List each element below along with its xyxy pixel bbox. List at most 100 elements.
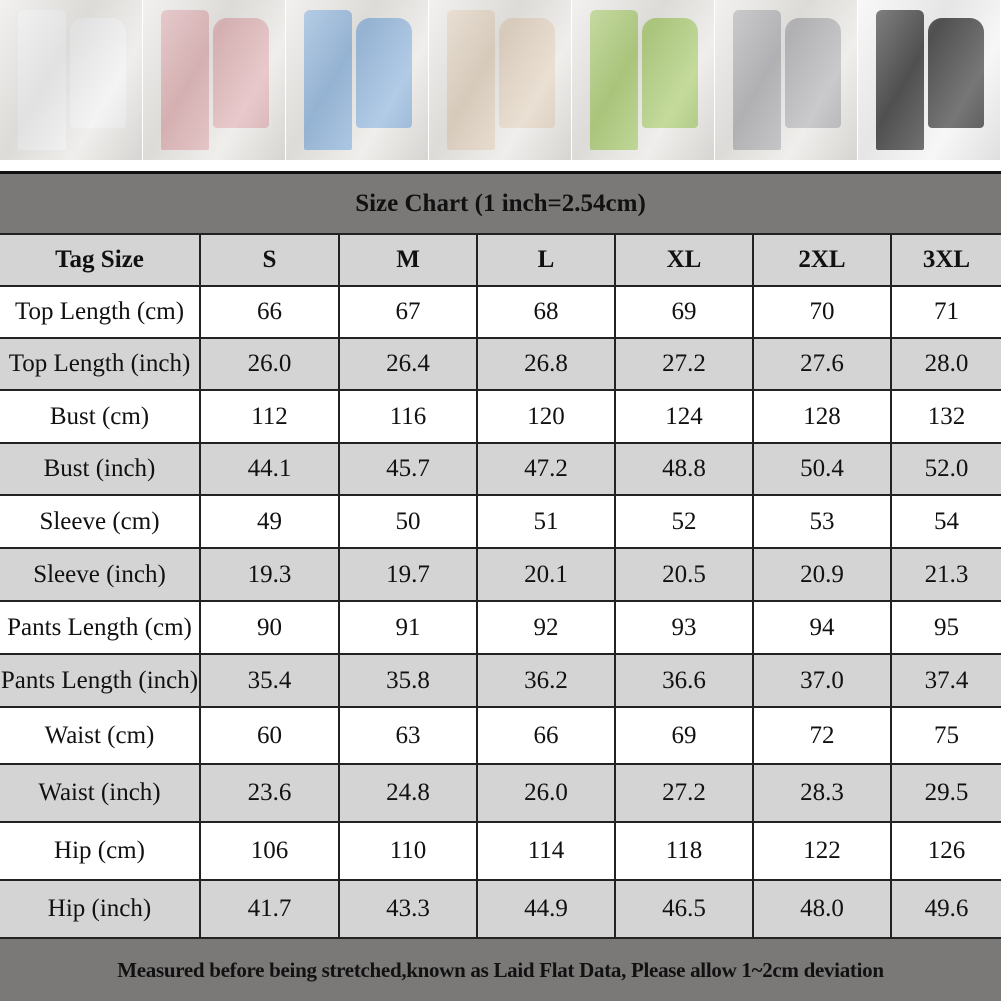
- size-chart-table: Tag Size S M L XL 2XL 3XL Top Length (cm) 66 67 68…: [0, 233, 1001, 939]
- size-value: 60: [199, 706, 340, 765]
- size-value: 49: [199, 494, 340, 549]
- size-value: L: [476, 233, 616, 287]
- size-value: 94: [752, 600, 892, 655]
- size-value: 21.3: [890, 547, 1001, 602]
- measurement-note: Measured before being stretched,known as…: [0, 939, 1001, 1001]
- size-value: 19.3: [199, 547, 340, 602]
- size-value: 36.6: [614, 653, 754, 708]
- product-photo-blue: [286, 0, 429, 160]
- size-value: 43.3: [338, 879, 478, 939]
- product-photo-beige: [429, 0, 572, 160]
- size-value: 126: [890, 821, 1001, 881]
- size-value: 19.7: [338, 547, 478, 602]
- row-label: Bust (inch): [0, 442, 201, 496]
- table-row: Waist (inch) 23.6 24.8 26.0 27.2 28.3 29.5: [0, 763, 1001, 823]
- size-value: 90: [199, 600, 340, 655]
- size-value: 51: [476, 494, 616, 549]
- light-shadow: [429, 0, 571, 160]
- size-value: 35.8: [338, 653, 478, 708]
- size-value: 46.5: [614, 879, 754, 939]
- size-value: 50: [338, 494, 478, 549]
- size-value: 120: [476, 389, 616, 444]
- size-value: 128: [752, 389, 892, 444]
- table-row: Pants Length (inch) 35.4 35.8 36.2 36.6 37.0 3…: [0, 653, 1001, 708]
- size-value: 92: [476, 600, 616, 655]
- size-value: 20.5: [614, 547, 754, 602]
- table-row: Sleeve (cm) 49 50 51 52 53 54: [0, 494, 1001, 549]
- product-photo-gray: [715, 0, 858, 160]
- row-label: Hip (inch): [0, 879, 201, 939]
- size-value: 26.8: [476, 337, 616, 391]
- row-label: Pants Length (inch): [0, 653, 201, 708]
- size-value: 71: [890, 285, 1001, 339]
- size-value: 37.0: [752, 653, 892, 708]
- size-value: 20.1: [476, 547, 616, 602]
- size-chart-title: Size Chart (1 inch=2.54cm): [0, 174, 1001, 233]
- row-label: Pants Length (cm): [0, 600, 201, 655]
- size-value: 28.0: [890, 337, 1001, 391]
- size-value: 44.1: [199, 442, 340, 496]
- divider: [0, 171, 1001, 174]
- product-photo-pink: [143, 0, 286, 160]
- size-value: 69: [614, 285, 754, 339]
- size-value: M: [338, 233, 478, 287]
- row-label: Top Length (cm): [0, 285, 201, 339]
- size-value: 47.2: [476, 442, 616, 496]
- size-value: 20.9: [752, 547, 892, 602]
- row-label: Bust (cm): [0, 389, 201, 444]
- row-label: Top Length (inch): [0, 337, 201, 391]
- table-row: Bust (inch) 44.1 45.7 47.2 48.8 50.4 52.0: [0, 442, 1001, 496]
- size-value: 69: [614, 706, 754, 765]
- size-value: 132: [890, 389, 1001, 444]
- product-photo-white: [0, 0, 143, 160]
- size-value: 37.4: [890, 653, 1001, 708]
- size-value: 26.0: [199, 337, 340, 391]
- size-value: 44.9: [476, 879, 616, 939]
- size-value: 49.6: [890, 879, 1001, 939]
- size-value: XL: [614, 233, 754, 287]
- size-value: 91: [338, 600, 478, 655]
- size-value: 66: [199, 285, 340, 339]
- row-label: Waist (cm): [0, 706, 201, 765]
- size-value: 48.0: [752, 879, 892, 939]
- size-value: 116: [338, 389, 478, 444]
- size-value: 110: [338, 821, 478, 881]
- product-photo-black: [858, 0, 1001, 160]
- size-value: 54: [890, 494, 1001, 549]
- size-value: 29.5: [890, 763, 1001, 823]
- table-row: Bust (cm) 112 116 120 124 128 132: [0, 389, 1001, 444]
- size-value: 27.6: [752, 337, 892, 391]
- light-shadow: [572, 0, 714, 160]
- size-value: 67: [338, 285, 478, 339]
- size-value: 27.2: [614, 763, 754, 823]
- size-value: 75: [890, 706, 1001, 765]
- table-row: Hip (cm) 106 110 114 118 122 126: [0, 821, 1001, 881]
- size-value: 28.3: [752, 763, 892, 823]
- light-shadow: [0, 0, 142, 160]
- row-label: Hip (cm): [0, 821, 201, 881]
- size-value: 27.2: [614, 337, 754, 391]
- size-value: 24.8: [338, 763, 478, 823]
- table-row: Top Length (cm) 66 67 68 69 70 71: [0, 285, 1001, 339]
- table-row: Pants Length (cm) 90 91 92 93 94 95: [0, 600, 1001, 655]
- size-value: S: [199, 233, 340, 287]
- size-value: 112: [199, 389, 340, 444]
- light-shadow: [143, 0, 285, 160]
- size-value: 52: [614, 494, 754, 549]
- size-value: 36.2: [476, 653, 616, 708]
- size-value: 3XL: [890, 233, 1001, 287]
- size-value: 26.4: [338, 337, 478, 391]
- size-value: 72: [752, 706, 892, 765]
- table-row: Hip (inch) 41.7 43.3 44.9 46.5 48.0 49.6: [0, 879, 1001, 939]
- size-value: 26.0: [476, 763, 616, 823]
- size-value: 2XL: [752, 233, 892, 287]
- size-value: 124: [614, 389, 754, 444]
- size-value: 114: [476, 821, 616, 881]
- header-row: Tag Size S M L XL 2XL 3XL: [0, 233, 1001, 287]
- size-value: 122: [752, 821, 892, 881]
- size-value: 66: [476, 706, 616, 765]
- row-label: Sleeve (inch): [0, 547, 201, 602]
- size-value: 118: [614, 821, 754, 881]
- size-value: 63: [338, 706, 478, 765]
- size-value: 23.6: [199, 763, 340, 823]
